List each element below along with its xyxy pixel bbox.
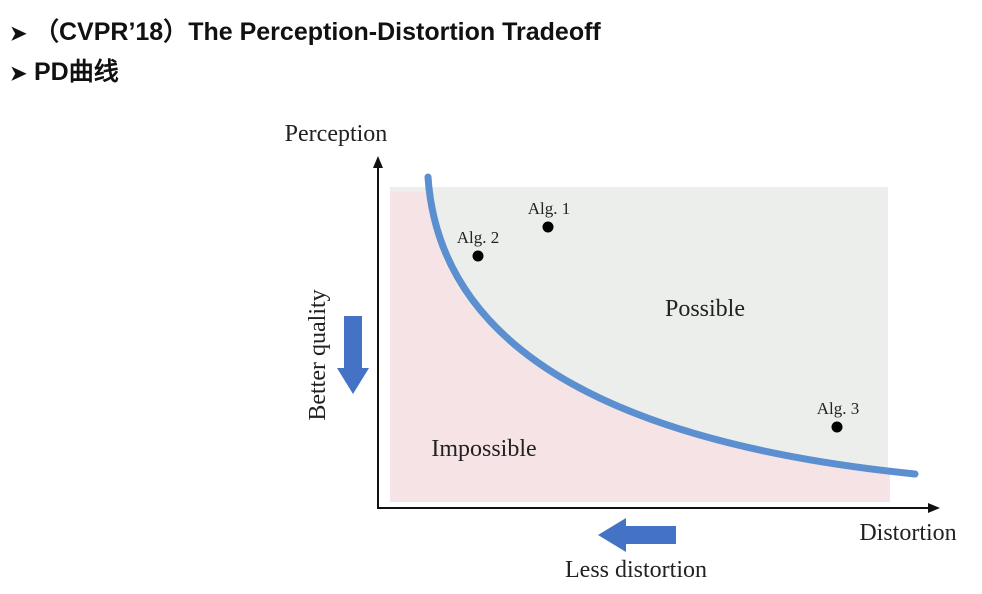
alg2-point bbox=[472, 250, 484, 262]
x-axis-arrowhead-icon bbox=[928, 503, 940, 513]
less-distortion-label: Less distortion bbox=[565, 557, 707, 583]
alg1-label: Alg. 1 bbox=[528, 199, 571, 218]
alg2-label: Alg. 2 bbox=[457, 228, 500, 247]
heading-subtitle: PD曲线 bbox=[34, 58, 119, 86]
bullet-arrow-icon: ➤ bbox=[10, 63, 27, 85]
bullet-arrow-icon: ➤ bbox=[10, 23, 27, 45]
x-axis-label: Distortion bbox=[859, 520, 956, 546]
better-quality-label: Better quality bbox=[305, 289, 331, 420]
y-axis-arrowhead-icon bbox=[373, 156, 383, 168]
alg3-point bbox=[831, 421, 843, 433]
impossible-label: Impossible bbox=[431, 436, 536, 462]
y-axis-label: Perception bbox=[285, 121, 388, 147]
heading-title: （CVPR’18）The Perception-Distortion Trade… bbox=[34, 18, 601, 46]
possible-label: Possible bbox=[665, 296, 745, 322]
left-arrow-icon bbox=[598, 518, 676, 552]
tradeoff-curve bbox=[424, 173, 919, 478]
alg1-point bbox=[542, 221, 554, 233]
heading-bullet-1: ➤ （CVPR’18）The Perception-Distortion Trad… bbox=[10, 12, 601, 48]
heading-bullet-2: ➤ PD曲线 bbox=[10, 52, 119, 88]
down-arrow-icon bbox=[337, 316, 369, 394]
alg3-label: Alg. 3 bbox=[817, 399, 860, 418]
